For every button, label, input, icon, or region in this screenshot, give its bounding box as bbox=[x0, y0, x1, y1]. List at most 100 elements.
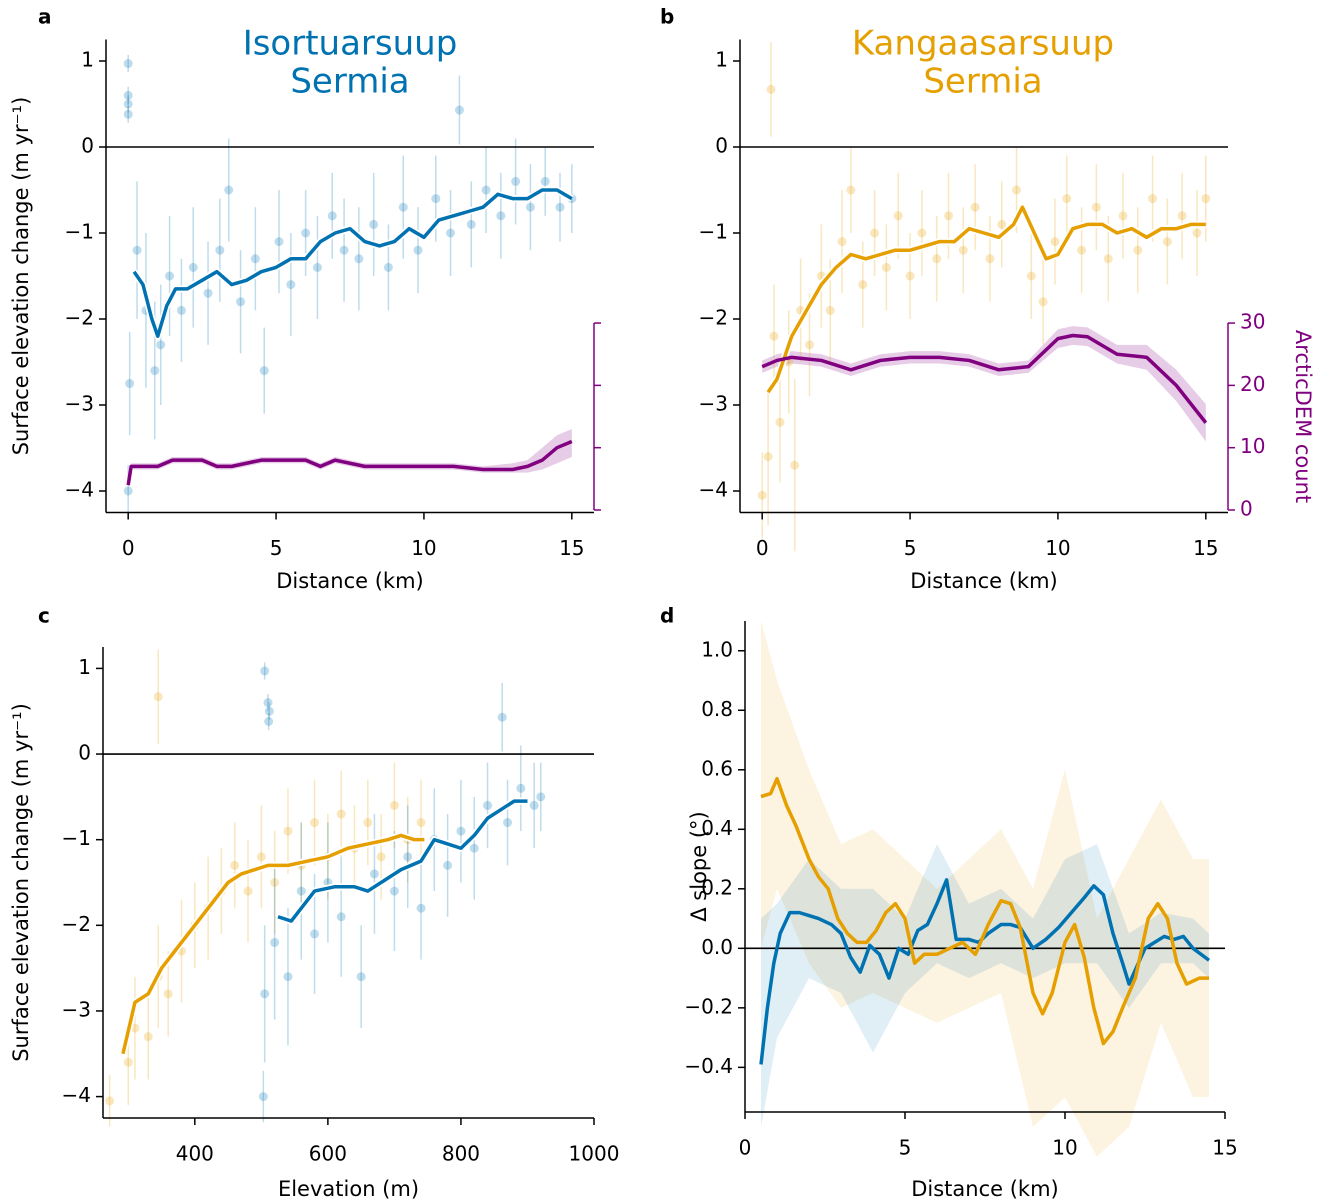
scatter-point bbox=[188, 262, 198, 272]
scatter-point bbox=[766, 84, 776, 94]
y2-tick-label: 10 bbox=[1240, 434, 1265, 458]
x-tick-label: 400 bbox=[176, 1142, 214, 1166]
scatter-point bbox=[264, 706, 274, 716]
y-tick-label: 0 bbox=[78, 741, 91, 765]
scatter-point bbox=[970, 202, 980, 212]
x-tick-label: 10 bbox=[1052, 1136, 1077, 1160]
data-line bbox=[761, 333, 1208, 424]
scatter-point bbox=[446, 228, 456, 238]
scatter-point bbox=[1103, 254, 1113, 264]
scatter-point bbox=[165, 271, 175, 281]
x-tick-label: 600 bbox=[309, 1142, 347, 1166]
scatter-point bbox=[150, 366, 160, 376]
y-tick-label: −2 bbox=[62, 912, 91, 936]
scatter-point bbox=[389, 886, 399, 896]
scatter-point bbox=[310, 818, 320, 828]
scatter-point bbox=[264, 717, 274, 727]
panel-label: a bbox=[38, 5, 52, 29]
scatter-point bbox=[825, 305, 835, 315]
scatter-point bbox=[769, 331, 779, 341]
y-tick-label: −3 bbox=[65, 392, 94, 416]
scatter-point bbox=[944, 211, 954, 221]
scatter-point bbox=[224, 185, 234, 195]
y-tick-label: −3 bbox=[62, 997, 91, 1021]
scatter-point bbox=[1091, 202, 1101, 212]
scatter-point bbox=[805, 340, 815, 350]
scatter-point bbox=[236, 297, 246, 307]
scatter-point bbox=[163, 989, 173, 999]
scatter-point bbox=[105, 1096, 115, 1106]
scatter-point bbox=[932, 254, 942, 264]
scatter-point bbox=[837, 237, 847, 247]
data-line bbox=[760, 776, 1209, 1046]
scatter-point bbox=[525, 202, 535, 212]
scatter-point bbox=[156, 340, 166, 350]
y2-tick-label: 30 bbox=[1240, 310, 1265, 334]
scatter-point bbox=[555, 202, 565, 212]
scatter-point bbox=[1192, 228, 1202, 238]
scatter-point bbox=[1162, 237, 1172, 247]
scatter-point bbox=[1026, 271, 1036, 281]
scatter-point bbox=[310, 929, 320, 939]
x-axis-label: Distance (km) bbox=[910, 569, 1058, 593]
x-tick-label: 10 bbox=[1045, 536, 1070, 560]
scatter-point bbox=[763, 452, 773, 462]
scatter-point bbox=[1077, 245, 1087, 255]
scatter-point bbox=[416, 903, 426, 913]
scatter-point bbox=[958, 245, 968, 255]
uncertainty-band bbox=[762, 326, 1206, 442]
y-tick-label: 1.0 bbox=[701, 637, 733, 661]
scatter-point bbox=[123, 59, 133, 69]
scatter-point bbox=[540, 176, 550, 186]
x-tick-label: 0 bbox=[739, 1136, 752, 1160]
scatter-point bbox=[143, 1032, 153, 1042]
scatter-point bbox=[123, 486, 133, 496]
scatter-point bbox=[1050, 237, 1060, 247]
scatter-point bbox=[230, 860, 240, 870]
scatter-point bbox=[153, 692, 163, 702]
scatter-point bbox=[398, 202, 408, 212]
y-axis-label: Surface elevation change (m yr⁻¹) bbox=[9, 703, 33, 1062]
scatter-point bbox=[416, 818, 426, 828]
scatter-point bbox=[511, 176, 521, 186]
data-line bbox=[132, 188, 573, 338]
scatter-point bbox=[496, 211, 506, 221]
scatter-point bbox=[858, 280, 868, 290]
x-tick-label: 15 bbox=[1193, 536, 1218, 560]
data-line bbox=[759, 878, 1211, 1065]
y2-tick-label: 0 bbox=[1240, 497, 1253, 521]
scatter-point bbox=[339, 245, 349, 255]
scatter-point bbox=[369, 219, 379, 229]
y-tick-label: 1 bbox=[81, 48, 94, 72]
scatter-point bbox=[1062, 194, 1072, 204]
y-axis-label: Surface elevation change (m yr⁻¹) bbox=[9, 97, 33, 456]
chart-title: Kangaasarsuup bbox=[852, 24, 1114, 64]
scatter-point bbox=[389, 800, 399, 810]
scatter-point bbox=[203, 288, 213, 298]
scatter-point bbox=[516, 783, 526, 793]
scatter-point bbox=[327, 211, 337, 221]
y-axis-label: Δ slope (°) bbox=[687, 811, 711, 921]
scatter-point bbox=[536, 792, 546, 802]
y2-tick-label: 20 bbox=[1240, 372, 1265, 396]
scatter-point bbox=[259, 366, 269, 376]
scatter-point bbox=[336, 809, 346, 819]
x-tick-label: 0 bbox=[122, 536, 135, 560]
scatter-point bbox=[123, 1057, 133, 1067]
scatter-point bbox=[881, 262, 891, 272]
scatter-point bbox=[456, 826, 466, 836]
scatter-point bbox=[376, 852, 386, 862]
uncertainty-band bbox=[761, 844, 1209, 1127]
scatter-point bbox=[775, 417, 785, 427]
scatter-point bbox=[363, 818, 373, 828]
scatter-point bbox=[260, 666, 270, 676]
scatter-point bbox=[1038, 297, 1048, 307]
scatter-point bbox=[757, 490, 767, 500]
x-tick-label: 5 bbox=[270, 536, 283, 560]
y-tick-label: 0.0 bbox=[701, 935, 733, 959]
y-tick-label: −4 bbox=[699, 478, 728, 502]
scatter-point bbox=[481, 185, 491, 195]
scatter-point bbox=[905, 271, 915, 281]
scatter-point bbox=[243, 886, 253, 896]
